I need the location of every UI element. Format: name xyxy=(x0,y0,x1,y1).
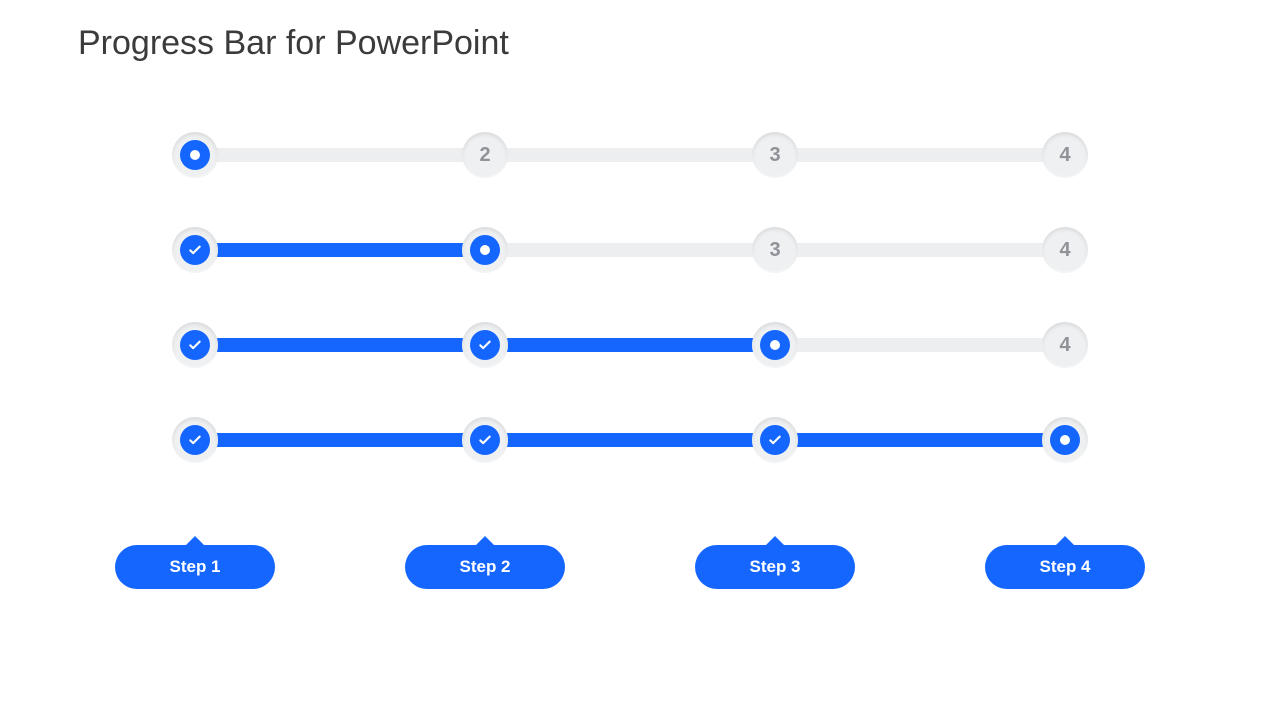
step-node-3: 3 xyxy=(752,132,798,178)
step-node-1 xyxy=(172,322,218,368)
step-node-current xyxy=(1050,425,1080,455)
pill-caret xyxy=(476,536,494,545)
check-icon xyxy=(767,432,783,448)
current-dot xyxy=(770,340,780,350)
step-pill-label: Step 3 xyxy=(749,557,800,577)
step-node-4: 4 xyxy=(1042,132,1088,178)
progress-row-4 xyxy=(0,417,1280,463)
current-dot xyxy=(190,150,200,160)
step-node-3 xyxy=(752,322,798,368)
track-done xyxy=(195,243,485,257)
step-number: 3 xyxy=(769,239,780,262)
step-pill-label: Step 1 xyxy=(169,557,220,577)
check-icon xyxy=(477,337,493,353)
step-pill-label: Step 4 xyxy=(1039,557,1090,577)
step-pill-1: Step 1 xyxy=(115,545,275,589)
step-node-current xyxy=(760,330,790,360)
step-pill-label: Step 2 xyxy=(459,557,510,577)
step-node-4 xyxy=(1042,417,1088,463)
current-dot xyxy=(1060,435,1070,445)
step-node-current xyxy=(180,140,210,170)
step-node-done xyxy=(470,425,500,455)
step-node-1 xyxy=(172,417,218,463)
step-node-1 xyxy=(172,227,218,273)
step-number: 4 xyxy=(1059,239,1070,262)
track-todo xyxy=(195,148,1065,162)
step-pill-2: Step 2 xyxy=(405,545,565,589)
step-number: 3 xyxy=(769,144,780,167)
track-done xyxy=(195,433,1065,447)
step-number: 4 xyxy=(1059,144,1070,167)
step-node-2 xyxy=(462,417,508,463)
step-number: 2 xyxy=(479,144,490,167)
check-icon xyxy=(187,242,203,258)
page-title: Progress Bar for PowerPoint xyxy=(78,24,509,63)
slide: { "title": { "text": "Progress Bar for P… xyxy=(0,0,1280,720)
pill-caret xyxy=(1056,536,1074,545)
progress-row-1: 2 3 4 xyxy=(0,132,1280,178)
step-node-done xyxy=(760,425,790,455)
step-node-done xyxy=(470,330,500,360)
check-icon xyxy=(477,432,493,448)
current-dot xyxy=(480,245,490,255)
track-todo xyxy=(775,338,1065,352)
pill-caret xyxy=(186,536,204,545)
step-node-current xyxy=(470,235,500,265)
step-node-2 xyxy=(462,322,508,368)
step-node-done xyxy=(180,330,210,360)
check-icon xyxy=(187,432,203,448)
progress-row-3: 4 xyxy=(0,322,1280,368)
step-number: 4 xyxy=(1059,334,1070,357)
pill-caret xyxy=(766,536,784,545)
step-node-3: 3 xyxy=(752,227,798,273)
step-node-2: 2 xyxy=(462,132,508,178)
step-pill-4: Step 4 xyxy=(985,545,1145,589)
step-node-4: 4 xyxy=(1042,227,1088,273)
step-pill-3: Step 3 xyxy=(695,545,855,589)
progress-row-2: 34 xyxy=(0,227,1280,273)
step-node-4: 4 xyxy=(1042,322,1088,368)
step-node-1 xyxy=(172,132,218,178)
step-node-2 xyxy=(462,227,508,273)
step-node-3 xyxy=(752,417,798,463)
check-icon xyxy=(187,337,203,353)
step-node-done xyxy=(180,235,210,265)
step-node-done xyxy=(180,425,210,455)
